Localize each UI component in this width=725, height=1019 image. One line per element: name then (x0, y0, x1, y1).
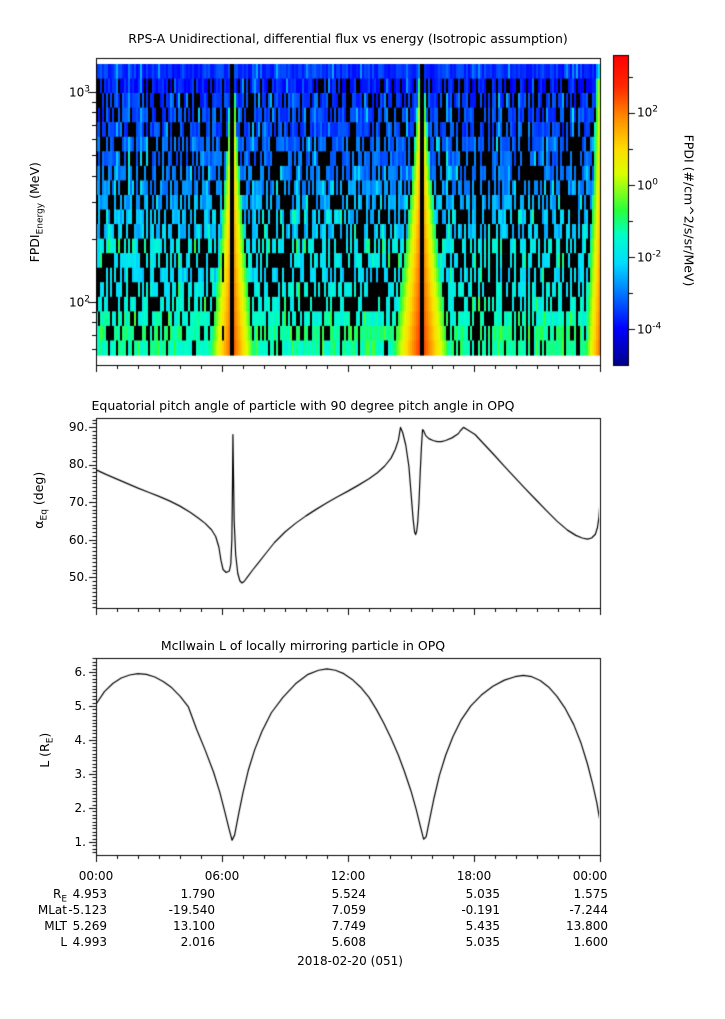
spectrogram-title: RPS-A Unidirectional, differential flux … (128, 31, 568, 46)
table-cell: 4.953 (72, 887, 107, 901)
table-cell: 7.749 (331, 919, 366, 933)
l-ytick-label: 4. (74, 733, 86, 747)
table-row-label: RE (7, 887, 67, 904)
xtick-label: 00:00 (78, 869, 114, 883)
table-row-label: L (7, 935, 67, 952)
row-label-subscript: E (61, 894, 67, 905)
spectrogram-ylabel: FPDIEnergy (MeV) (27, 102, 46, 322)
xtick-label: 12:00 (330, 869, 366, 883)
tick-exponent: -2 (652, 249, 662, 260)
l-ytick-label: 6. (74, 665, 86, 679)
ylabel-subscript: Energy (35, 202, 46, 235)
tick-base: 10 (637, 105, 653, 120)
tick-exponent: 3 (84, 84, 90, 95)
tick-base: 10 (637, 250, 653, 265)
table-cell: 13.800 (566, 919, 608, 933)
row-label-text: MLat (37, 903, 67, 917)
xtick-label: 18:00 (456, 869, 492, 883)
table-cell: 1.575 (573, 887, 608, 901)
tick-exponent: 0 (652, 177, 659, 188)
table-cell: 13.100 (173, 919, 215, 933)
pitch-ytick-label: 60. (68, 533, 88, 547)
table-row-label: MLat (7, 903, 67, 920)
ylabel-subscript: Eq (39, 509, 50, 521)
tick-base: 10 (68, 85, 85, 100)
tick-base: 10 (637, 178, 653, 193)
colorbar-tick-label: 10-4 (637, 322, 661, 337)
table-cell: -0.191 (461, 903, 500, 917)
pitch-angle-title: Equatorial pitch angle of particle with … (91, 398, 515, 413)
ylabel-unit: (MeV) (26, 162, 42, 203)
row-label-text: L (60, 935, 67, 949)
colorbar-tick-label: 102 (637, 105, 658, 120)
l-ytick-label: 5. (74, 699, 86, 713)
tick-base: 10 (637, 322, 653, 337)
tick-exponent: 2 (652, 104, 659, 115)
pitch-ytick-label: 50. (68, 570, 88, 584)
row-label-text: MLT (44, 919, 67, 933)
ylabel-text: FPDI (26, 234, 42, 263)
table-cell: 5.608 (331, 935, 366, 949)
colorbar-tick-label: 10-2 (637, 250, 661, 265)
l-ytick-label: 2. (74, 801, 86, 815)
l-shell-title: McIlwain L of locally mirroring particle… (160, 638, 446, 653)
table-cell: 2.016 (180, 935, 215, 949)
energy-ytick-label: 103 (40, 85, 90, 100)
pitch-ytick-label: 90. (68, 420, 88, 434)
table-cell: 5.435 (465, 919, 500, 933)
tick-exponent: 2 (84, 294, 90, 305)
energy-ytick-label: 102 (40, 295, 90, 310)
table-cell: 7.059 (331, 903, 366, 917)
xtick-label: 06:00 (204, 869, 240, 883)
table-cell: 5.524 (331, 887, 366, 901)
date-label: 2018-02-20 (051) (297, 954, 403, 968)
table-cell: 4.993 (72, 935, 107, 949)
table-cell: 1.600 (573, 935, 608, 949)
xtick-label: 00:00 (572, 869, 608, 883)
table-cell: -7.244 (569, 903, 608, 917)
tick-exponent: -4 (652, 321, 662, 332)
ylabel-text: α (30, 520, 46, 529)
table-cell: 5.269 (72, 919, 107, 933)
pitch-ytick-label: 70. (68, 495, 88, 509)
l-ytick-label: 1. (74, 835, 86, 849)
table-row-label: MLT (7, 919, 67, 936)
table-cell: 5.035 (465, 935, 500, 949)
l-ytick-label: 3. (74, 767, 86, 781)
table-cell: 1.790 (180, 887, 215, 901)
table-cell: 5.035 (465, 887, 500, 901)
row-label-text: R (52, 887, 62, 901)
table-cell: -19.540 (168, 903, 215, 917)
pitch-ytick-label: 80. (68, 457, 88, 471)
colorbar-label: FPDI (#/cm^2/s/sr/MeV) (681, 134, 697, 287)
table-cell: -5.123 (68, 903, 107, 917)
colorbar-tick-label: 100 (637, 178, 658, 193)
tick-base: 10 (68, 295, 85, 310)
